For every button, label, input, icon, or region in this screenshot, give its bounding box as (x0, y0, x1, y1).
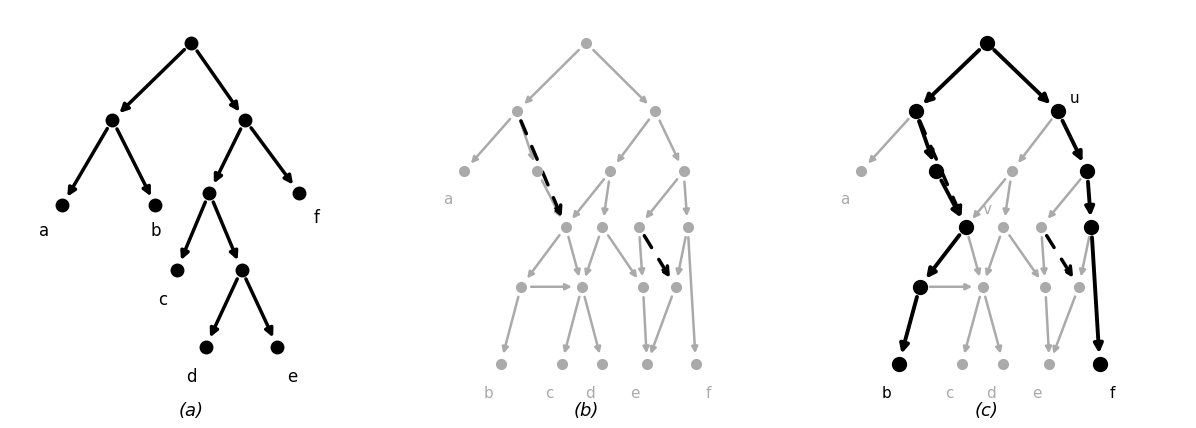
Text: (a): (a) (179, 402, 203, 420)
Text: e: e (1032, 386, 1042, 401)
Text: c: c (545, 386, 554, 401)
Text: d: d (986, 386, 996, 401)
Text: b: b (483, 386, 493, 401)
Text: e: e (630, 386, 640, 401)
Text: a: a (443, 191, 452, 207)
Text: a: a (840, 191, 849, 207)
Text: b: b (151, 222, 160, 240)
Text: f: f (706, 386, 710, 401)
Text: b: b (881, 386, 891, 401)
Text: e: e (287, 368, 297, 386)
Text: v: v (982, 202, 991, 217)
Text: u: u (1069, 91, 1080, 106)
Text: (c): (c) (975, 402, 999, 420)
Text: d: d (585, 386, 594, 401)
Text: (b): (b) (573, 402, 599, 420)
Text: d: d (187, 368, 196, 386)
Text: a: a (39, 222, 49, 240)
Text: c: c (158, 291, 167, 309)
Text: f: f (1110, 386, 1115, 401)
Text: f: f (315, 209, 319, 227)
Text: c: c (945, 386, 953, 401)
